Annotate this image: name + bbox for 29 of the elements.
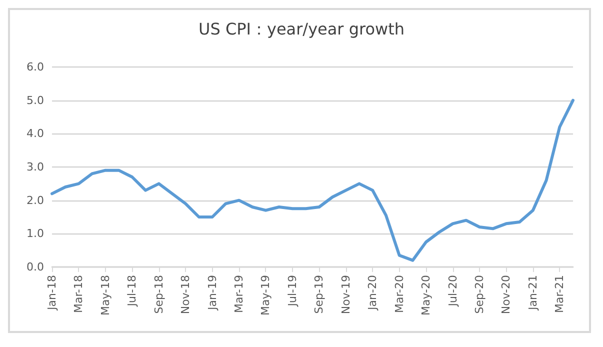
y-tick-label: 0.0 — [26, 260, 44, 274]
x-tick-label: Jan-20 — [366, 275, 380, 311]
y-tick-label: 4.0 — [26, 127, 44, 140]
x-tick-label: Mar-18 — [72, 275, 86, 314]
chart-title: US CPI：year/year growth — [198, 20, 405, 38]
x-tick-label: Jul-20 — [446, 275, 460, 308]
x-tick-label: Jul-18 — [126, 275, 139, 308]
y-tick-label: 5.0 — [26, 94, 44, 107]
x-tick-label: May-18 — [98, 275, 112, 316]
x-tick-label: Jan-18 — [46, 275, 58, 311]
x-tick-label: Mar-20 — [392, 275, 406, 314]
y-tick-label: 1.0 — [26, 227, 44, 240]
x-tick-label: Jan-19 — [206, 275, 219, 311]
x-tick-label: Sep-18 — [152, 275, 166, 314]
x-tick-label: Mar-19 — [232, 275, 246, 314]
y-tick-label: 2.0 — [26, 194, 44, 207]
x-tick-label: Nov-18 — [179, 275, 192, 314]
x-tick-label: Nov-19 — [339, 275, 352, 314]
x-tick-label: Jul-19 — [286, 275, 299, 308]
x-tick-label: Sep-20 — [472, 275, 486, 314]
x-tick-label: Nov-20 — [500, 275, 513, 314]
x-tick-label: Sep-19 — [312, 275, 326, 314]
y-tick-label: 6.0 — [26, 60, 44, 74]
x-tick-label: Jan-21 — [526, 275, 540, 311]
line-series — [50, 98, 574, 262]
x-tick-label: May-19 — [259, 275, 272, 316]
x-tick-label: May-20 — [420, 275, 433, 316]
y-tick-label: 3.0 — [26, 160, 44, 174]
x-tick-label: Mar-21 — [553, 275, 566, 314]
